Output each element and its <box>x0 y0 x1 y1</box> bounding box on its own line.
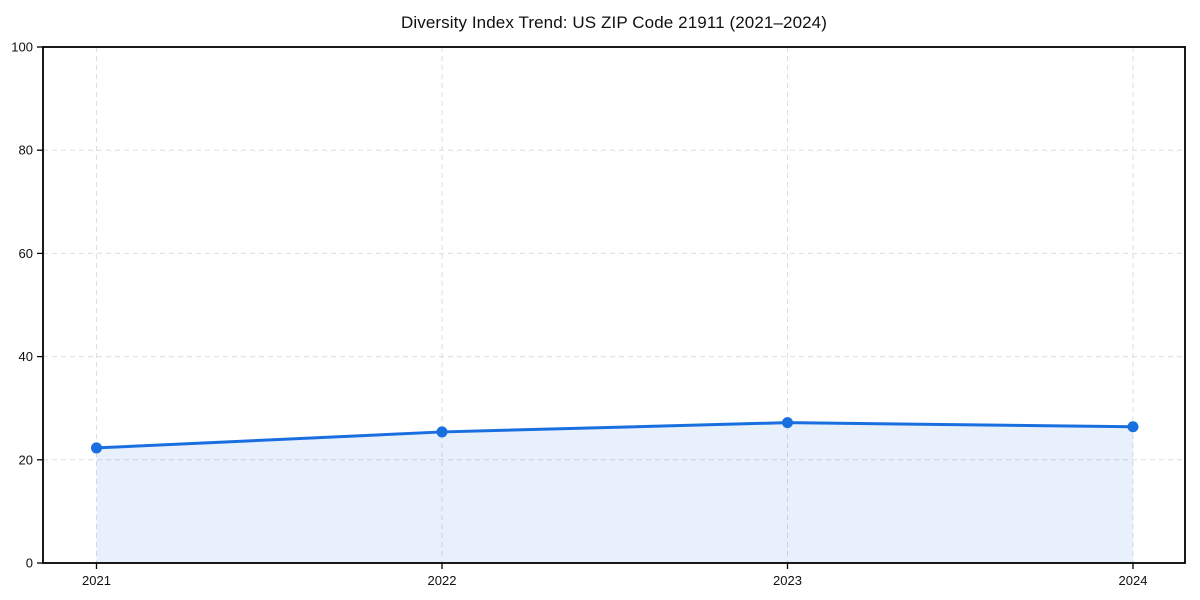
data-point-2021 <box>91 442 102 454</box>
data-point-2023 <box>782 417 793 429</box>
x-tick-label: 2022 <box>428 573 457 588</box>
chart-title: Diversity Index Trend: US ZIP Code 21911… <box>400 13 828 32</box>
data-point-2022 <box>436 426 448 438</box>
y-tick-label: 100 <box>11 40 33 55</box>
area-fill <box>96 422 1133 563</box>
x-tick-label: 2024 <box>1119 573 1148 588</box>
y-tick-label: 60 <box>19 246 33 261</box>
data-point-2024 <box>1127 421 1139 433</box>
y-tick-label: 0 <box>26 556 33 571</box>
plot-border <box>42 46 1186 564</box>
y-tick-label: 20 <box>19 452 33 467</box>
y-tick-label: 40 <box>19 349 33 364</box>
x-tick-label: 2021 <box>82 573 111 588</box>
trend-line <box>95 421 1135 450</box>
x-tick-label: 2023 <box>773 573 802 588</box>
y-tick-label: 80 <box>19 143 33 158</box>
